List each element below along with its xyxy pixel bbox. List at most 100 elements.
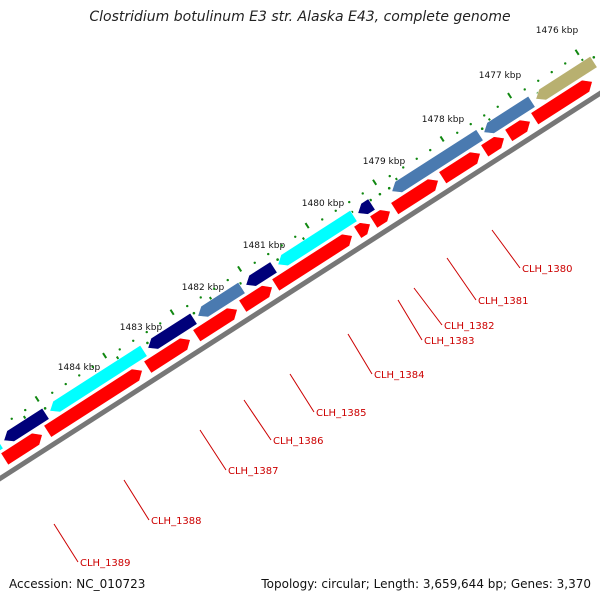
inner-major-tick [237, 265, 243, 272]
kbp-minor-dot [43, 407, 47, 410]
gene-leader-line [491, 229, 521, 269]
gene-label: CLH_1387 [228, 466, 279, 477]
reverse-strand-genes [0, 55, 598, 451]
genome-summary-text: Topology: circular; Length: 3,659,644 bp… [261, 577, 591, 591]
inner-minor-dot [78, 374, 81, 377]
inner-minor-dot [537, 79, 540, 82]
reverse-gene-arrow [0, 442, 4, 451]
kbp-label-group: 1476 kbp 1477 kbp 1478 kbp 1479 kbp 1480 kbp… [58, 26, 579, 373]
inner-minor-dot [523, 88, 526, 91]
forward-strand-genes [0, 79, 593, 466]
inner-minor-dot [361, 192, 364, 195]
inner-tick-ring [10, 49, 580, 420]
inner-minor-dot [213, 287, 216, 290]
inner-major-tick [169, 309, 175, 316]
kbp-label: 1478 kbp [422, 115, 465, 125]
reverse-gene-arrow [483, 95, 536, 134]
inner-minor-dot [10, 417, 13, 420]
reverse-gene-arrow [147, 312, 198, 350]
reverse-gene-arrow [535, 55, 598, 101]
forward-gene-arrow [390, 178, 439, 216]
kbp-label: 1484 kbp [58, 363, 101, 373]
inner-minor-dot [159, 322, 162, 325]
gene-leader-line [53, 523, 79, 563]
inner-minor-dot [24, 408, 27, 412]
inner-minor-dot [118, 348, 121, 351]
inner-minor-dot [51, 391, 54, 394]
gene-label: CLH_1384 [374, 370, 425, 381]
forward-gene-arrow [530, 79, 593, 126]
reverse-gene-arrow [197, 281, 246, 318]
inner-major-tick [574, 49, 580, 56]
gene-label: CLH_1382 [444, 321, 495, 332]
inner-minor-dot [402, 166, 405, 169]
forward-gene-arrow [504, 119, 531, 142]
inner-minor-dot [145, 330, 148, 334]
kbp-minor-dot [369, 198, 372, 202]
gene-label: CLH_1389 [80, 558, 131, 569]
forward-gene-arrow [43, 368, 143, 438]
gene-leader-line [199, 429, 227, 471]
forward-gene-arrow [353, 222, 371, 239]
inner-minor-dot [334, 209, 337, 212]
gene-label: CLH_1383 [424, 336, 475, 347]
inner-minor-dot [388, 174, 391, 178]
inner-minor-dot [91, 365, 94, 368]
gene-leader-line [397, 299, 423, 341]
gene-label: CLH_1388 [151, 516, 202, 527]
map-title: Clostridium botulinum E3 str. Alaska E43… [89, 9, 511, 25]
kbp-minor-dot [276, 258, 279, 261]
inner-major-tick [439, 135, 445, 142]
kbp-minor-dot [387, 186, 391, 190]
forward-gene-arrow [0, 432, 43, 466]
gene-label-group: CLH_1380 CLH_1381 CLH_1382 CLH_1383 CLH_1384… [53, 229, 573, 569]
reverse-gene-arrow [245, 261, 278, 287]
kbp-label: 1477 kbp [479, 71, 522, 81]
inner-minor-dot [483, 114, 486, 117]
forward-gene-arrow [480, 136, 505, 158]
inner-major-tick [507, 92, 513, 99]
gene-leader-line [243, 399, 272, 441]
kbp-label: 1483 kbp [120, 323, 163, 333]
accession-text: Accession: NC_010723 [9, 577, 146, 591]
gene-leader-line [413, 287, 443, 326]
inner-minor-dot [348, 200, 351, 204]
inner-minor-dot [429, 148, 432, 152]
kbp-minor-dot [592, 56, 596, 59]
reverse-gene-arrow [49, 344, 148, 413]
forward-gene-arrow [238, 285, 273, 313]
inner-minor-dot [550, 70, 553, 74]
inner-major-tick [304, 222, 310, 229]
gene-leader-line [123, 479, 150, 521]
inner-minor-dot [415, 157, 418, 160]
inner-major-tick [34, 395, 40, 402]
inner-minor-dot [186, 304, 189, 308]
backbone [0, 90, 600, 482]
forward-gene-arrow [271, 233, 353, 292]
inner-minor-dot [496, 105, 499, 108]
gene-label: CLH_1380 [522, 264, 573, 275]
gene-label: CLH_1381 [478, 296, 529, 307]
inner-minor-dot [469, 122, 472, 126]
kbp-minor-dot [146, 341, 149, 345]
forward-gene-arrow [192, 307, 238, 343]
kbp-label: 1480 kbp [302, 199, 345, 209]
inner-major-tick [372, 179, 378, 186]
inner-minor-dot [226, 278, 229, 282]
kbp-minor-dot [480, 127, 484, 130]
kbp-label: 1476 kbp [536, 26, 579, 36]
reverse-gene-arrow [277, 209, 358, 267]
gene-leader-line [289, 373, 315, 413]
inner-minor-dot [321, 218, 324, 221]
inner-minor-dot [564, 62, 567, 65]
kbp-minor-dot [378, 192, 382, 196]
inner-minor-dot [253, 261, 256, 264]
inner-minor-dot [64, 382, 67, 386]
gene-label: CLH_1385 [316, 408, 367, 419]
kbp-label: 1482 kbp [182, 283, 225, 293]
inner-minor-dot [456, 131, 459, 134]
inner-minor-dot [199, 296, 202, 299]
forward-gene-arrow [369, 209, 391, 229]
gene-label: CLH_1386 [273, 436, 324, 447]
